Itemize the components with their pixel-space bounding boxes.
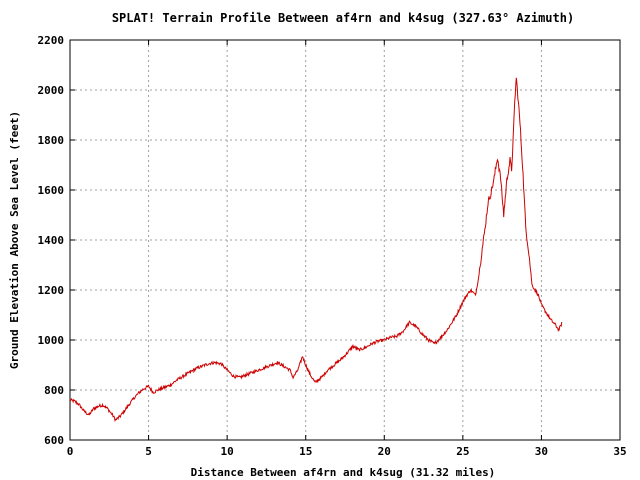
grid-lines — [70, 40, 620, 440]
x-tick-label: 30 — [535, 445, 548, 458]
x-tick-label: 35 — [613, 445, 626, 458]
x-tick-label: 10 — [221, 445, 234, 458]
y-tick-label: 2200 — [38, 34, 65, 47]
terrain-elevation-line — [69, 77, 563, 422]
series-layer — [69, 77, 563, 422]
y-tick-label: 1800 — [38, 134, 65, 147]
x-tick-label: 0 — [67, 445, 74, 458]
y-tick-label: 1200 — [38, 284, 65, 297]
x-tick-label: 15 — [299, 445, 312, 458]
x-tick-label: 20 — [378, 445, 391, 458]
y-tick-label: 1600 — [38, 184, 65, 197]
x-axis-label: Distance Between af4rn and k4sug (31.32 … — [191, 466, 496, 479]
chart-title: SPLAT! Terrain Profile Between af4rn and… — [112, 11, 574, 25]
y-tick-label: 800 — [44, 384, 64, 397]
y-axis-label: Ground Elevation Above Sea Level (feet) — [8, 111, 21, 369]
x-tick-label: 5 — [145, 445, 152, 458]
y-tick-label: 1400 — [38, 234, 65, 247]
axis-ticks: 0 5 10 15 20 25 30 35 600 800 1000 1200 1400 1600 1800… — [38, 34, 627, 458]
y-tick-label: 1000 — [38, 334, 65, 347]
y-tick-label: 600 — [44, 434, 64, 447]
x-tick-label: 25 — [456, 445, 469, 458]
y-tick-label: 2000 — [38, 84, 65, 97]
